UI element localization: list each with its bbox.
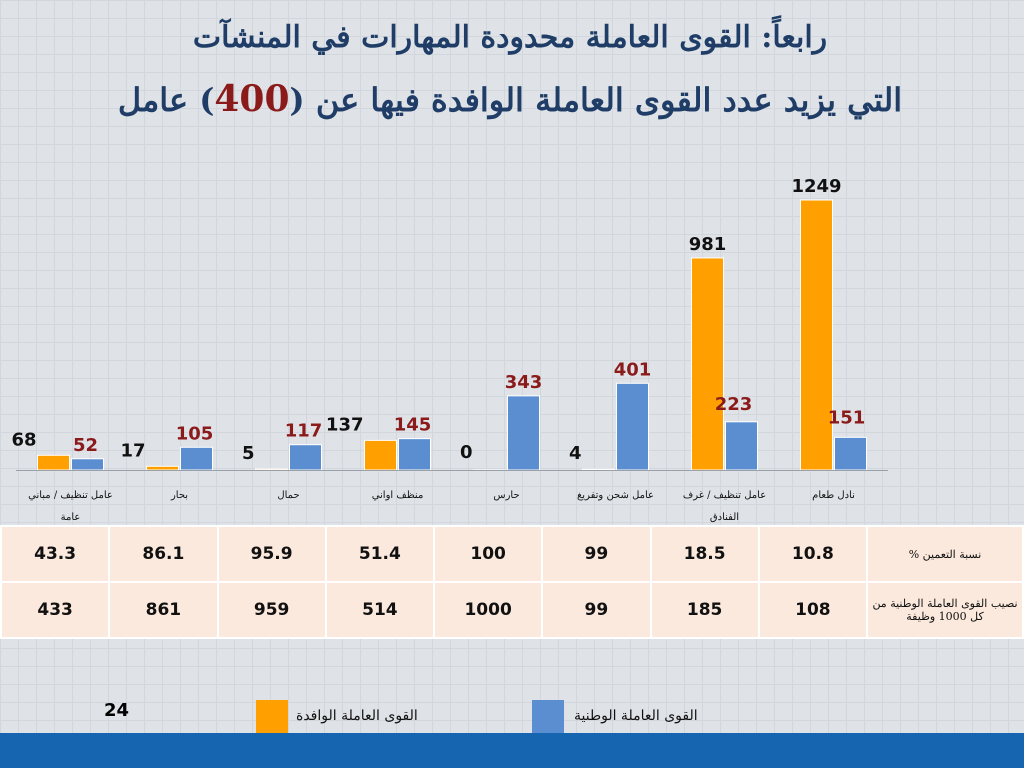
table-cell: 861: [108, 581, 219, 639]
title-text-after: ) عامل: [117, 81, 215, 119]
row-label-national-share: نصيب القوى العاملة الوطنية من كل 1000 وظ…: [866, 581, 1024, 639]
category-label-line: عامل تنظيف / مباني: [28, 490, 113, 501]
value-label-national: 343: [505, 372, 543, 393]
table-cell: 18.5: [649, 525, 760, 583]
bar-expat: [800, 199, 833, 471]
chart-value-labels: 68 52 17 105 5 117 137 145 0 343 4 401 981 223 1249 151: [11, 176, 865, 464]
bar-national: [289, 444, 322, 471]
value-label-national: 105: [176, 423, 214, 444]
value-label-national: 117: [285, 421, 323, 442]
category-label-line: الفنادق: [710, 512, 739, 523]
chart-bars: [37, 199, 867, 471]
category-label: منظف اواني: [372, 490, 424, 501]
value-label-national: 52: [73, 435, 98, 456]
table-cell: 185: [649, 581, 760, 639]
slide-title-line-2: التي يزيد عدد القوى العاملة الوافدة فيها…: [60, 78, 960, 120]
value-label-national: 401: [614, 359, 652, 380]
category-label-line: عامة: [61, 512, 81, 523]
table-cell: 514: [324, 581, 436, 639]
table-cell: 95.9: [216, 525, 327, 583]
table-cell: 99: [541, 525, 652, 583]
bar-expat: [691, 257, 724, 471]
value-label-expat: 1249: [791, 176, 841, 197]
table-cell: 86.1: [108, 525, 219, 583]
page-number: 24: [104, 700, 130, 721]
bar-national: [71, 458, 104, 471]
legend-item-national: القوى العاملة الوطنية: [532, 700, 742, 738]
value-label-expat: 17: [120, 440, 145, 461]
row-label-omanization: نسبة التعمين %: [866, 525, 1024, 583]
table-cell: 43.3: [0, 525, 111, 583]
value-label-expat: 981: [689, 234, 727, 255]
table-cell: 100: [432, 525, 544, 583]
bar-national: [616, 382, 649, 471]
legend-swatch-expat: [256, 700, 288, 738]
bar-expat: [364, 439, 397, 471]
category-label: حمال: [277, 490, 299, 501]
category-label: حارس: [493, 490, 519, 501]
value-label-expat: 137: [326, 414, 364, 435]
title-text-before: التي يزيد عدد القوى العاملة الوافدة فيها…: [289, 81, 903, 119]
table-cell: 433: [0, 581, 111, 639]
title-number: 400: [214, 78, 290, 120]
value-label-national: 151: [828, 407, 866, 428]
category-label-line: عامل تنظيف / غرف: [683, 490, 766, 501]
table-cell: 99: [541, 581, 652, 639]
table-row-national-share: 433 861 959 514 1000 99 185 108 نصيب الق…: [0, 581, 1024, 639]
chart-category-labels: عامل تنظيف / مباني عامة بحار حمال منظف اواني…: [28, 490, 855, 523]
value-label-expat: 5: [242, 443, 255, 464]
table-cell: 1000: [432, 581, 544, 639]
slide-title-line-1: رابعاً: القوى العاملة محدودة المهارات في…: [192, 20, 828, 55]
bar-national: [725, 421, 758, 471]
bar-national: [398, 438, 431, 471]
bar-national: [180, 446, 213, 471]
category-label: عامل تنظيف / مباني عامة: [28, 490, 113, 523]
value-label-expat: 0: [460, 442, 473, 463]
category-label: عامل شحن وتفريغ: [577, 490, 654, 501]
value-label-expat: 4: [569, 443, 582, 464]
category-label: عامل تنظيف / غرف الفنادق: [683, 490, 766, 523]
table-row-omanization: 43.3 86.1 95.9 51.4 100 99 18.5 10.8 نسب…: [0, 525, 1024, 583]
category-label: نادل طعام: [812, 490, 855, 501]
value-label-expat: 68: [11, 429, 36, 450]
bar-expat: [146, 465, 179, 471]
table-cell: 10.8: [757, 525, 869, 583]
bar-expat: [37, 454, 70, 471]
bar-national: [834, 436, 867, 471]
legend-label-expat: القوى العاملة الوافدة: [296, 708, 418, 724]
bar-national: [507, 395, 540, 471]
bar-expat: [255, 468, 288, 471]
bar-expat: [582, 468, 615, 471]
table-cell: 108: [757, 581, 869, 639]
legend-item-expat: القوى العاملة الوافدة: [256, 700, 466, 738]
value-label-national: 145: [394, 415, 432, 436]
table-cell: 51.4: [324, 525, 436, 583]
footer-bar: [0, 733, 1024, 768]
legend-swatch-national: [532, 700, 564, 738]
table-cell: 959: [216, 581, 327, 639]
legend-label-national: القوى العاملة الوطنية: [574, 708, 698, 724]
stats-table: 43.3 86.1 95.9 51.4 100 99 18.5 10.8 نسب…: [0, 525, 1024, 639]
category-label: بحار: [170, 490, 188, 501]
value-label-national: 223: [715, 394, 753, 415]
bar-chart: 68 52 17 105 5 117 137 145 0 343 4 401 981 223 1249 151…: [11, 176, 888, 523]
